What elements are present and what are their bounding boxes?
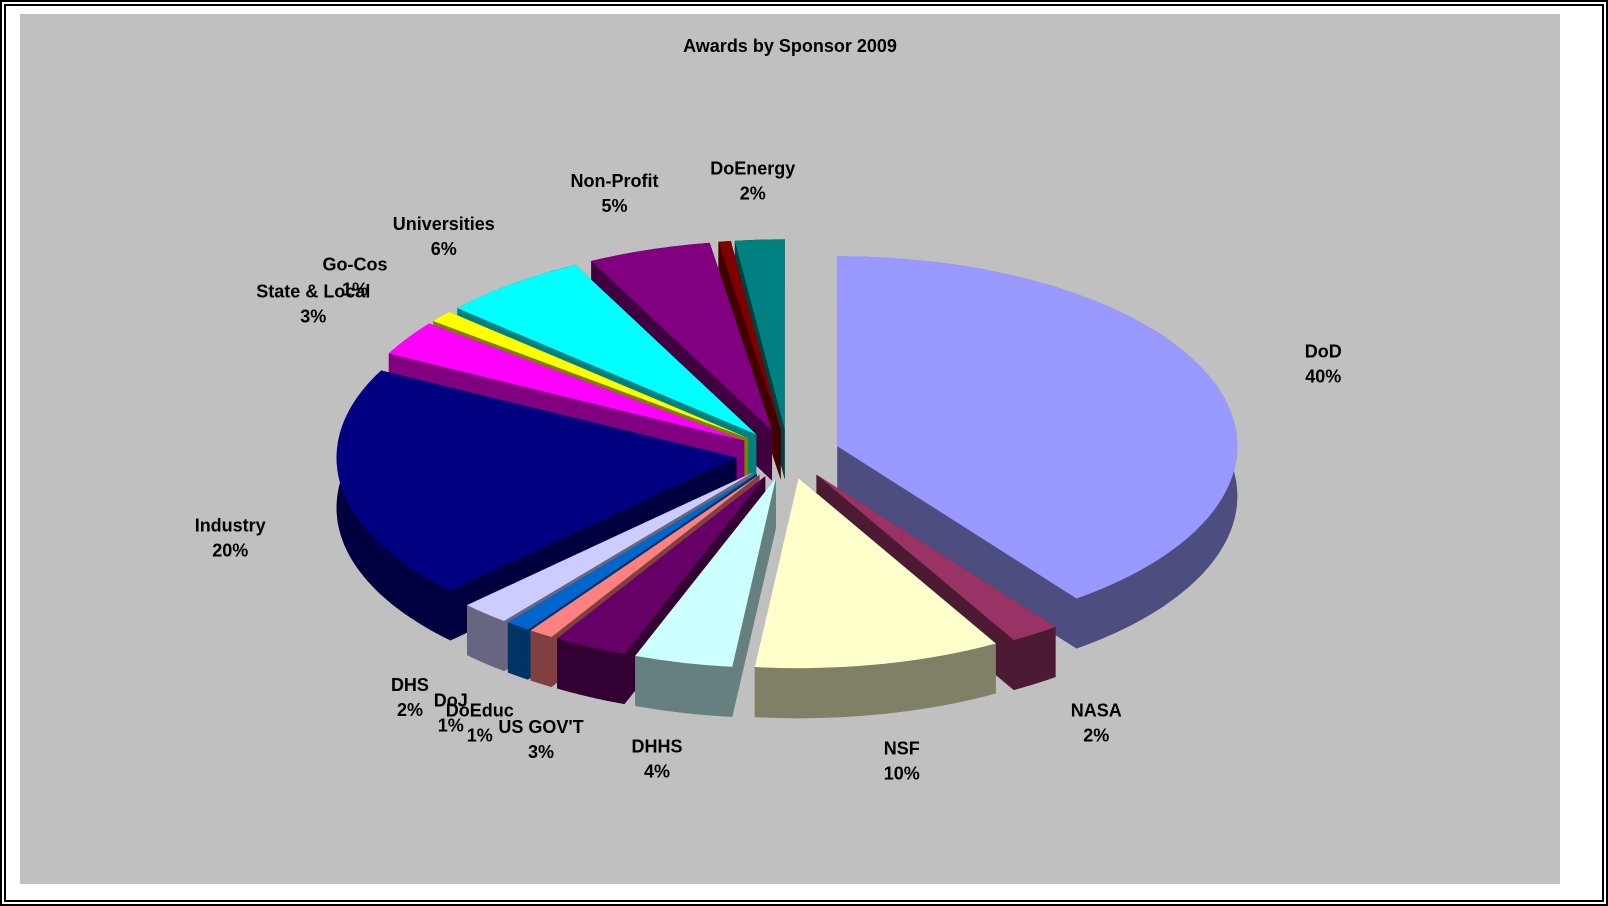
data-label-value: 6%: [431, 239, 457, 259]
data-label-value: 2%: [1083, 725, 1109, 745]
slice: [734, 239, 785, 430]
slice: [837, 256, 1238, 599]
data-label-value: 2%: [740, 184, 766, 204]
slice-side: [1013, 627, 1056, 690]
data-label-name: DoJ: [434, 691, 468, 711]
data-label-name: State & Local: [256, 281, 370, 301]
data-label-name: US GOV'T: [498, 717, 583, 737]
slice: [557, 476, 766, 655]
slice: [718, 241, 781, 430]
data-label-value: 3%: [528, 742, 554, 762]
slice: [336, 370, 737, 591]
slice: [530, 474, 760, 637]
slice: [635, 478, 776, 667]
data-label-name: Industry: [195, 516, 266, 536]
slice: [433, 311, 749, 439]
data-label-name: DHS: [391, 675, 429, 695]
data-label-name: DoD: [1305, 342, 1342, 362]
chart: Awards by Sponsor 2009 DoD 40% NASA 2% NSF 10…: [20, 14, 1560, 884]
data-label-value: 1%: [438, 716, 464, 736]
data-label-value: 10%: [884, 763, 920, 783]
slice: [388, 323, 745, 441]
slice: [591, 242, 773, 431]
slice-side: [467, 605, 505, 671]
slice-side: [336, 370, 451, 641]
data-label-value: 2%: [397, 700, 423, 720]
data-label-name: DHHS: [631, 737, 682, 757]
chart-title: Awards by Sponsor 2009: [683, 36, 897, 56]
slice-side: [507, 622, 528, 680]
slice: [816, 474, 1056, 640]
slice-side: [635, 655, 733, 717]
data-label-name: Go-Cos: [323, 254, 388, 274]
data-label-name: Non-Profit: [571, 171, 659, 191]
slice-wall: [837, 446, 1077, 649]
slice: [457, 264, 757, 435]
data-label-name: DoEduc: [446, 700, 514, 720]
slice-side: [557, 638, 625, 705]
slice: [754, 478, 996, 669]
data-label-name: NSF: [884, 738, 920, 758]
data-label-value: 3%: [300, 306, 326, 326]
data-label-value: 20%: [212, 541, 248, 561]
slice-side: [530, 630, 552, 687]
plot-background: [20, 14, 1560, 884]
data-label-name: Universities: [393, 214, 495, 234]
slice-side: [754, 643, 996, 719]
data-label-name: NASA: [1071, 700, 1122, 720]
slice: [507, 473, 757, 630]
data-label-name: DoEnergy: [710, 159, 795, 179]
data-label-value: 1%: [342, 279, 368, 299]
data-label-value: 40%: [1305, 367, 1341, 387]
data-label-value: 5%: [602, 196, 628, 216]
data-label-value: 4%: [644, 762, 670, 782]
slice: [467, 472, 754, 622]
data-label-value: 1%: [467, 725, 493, 745]
